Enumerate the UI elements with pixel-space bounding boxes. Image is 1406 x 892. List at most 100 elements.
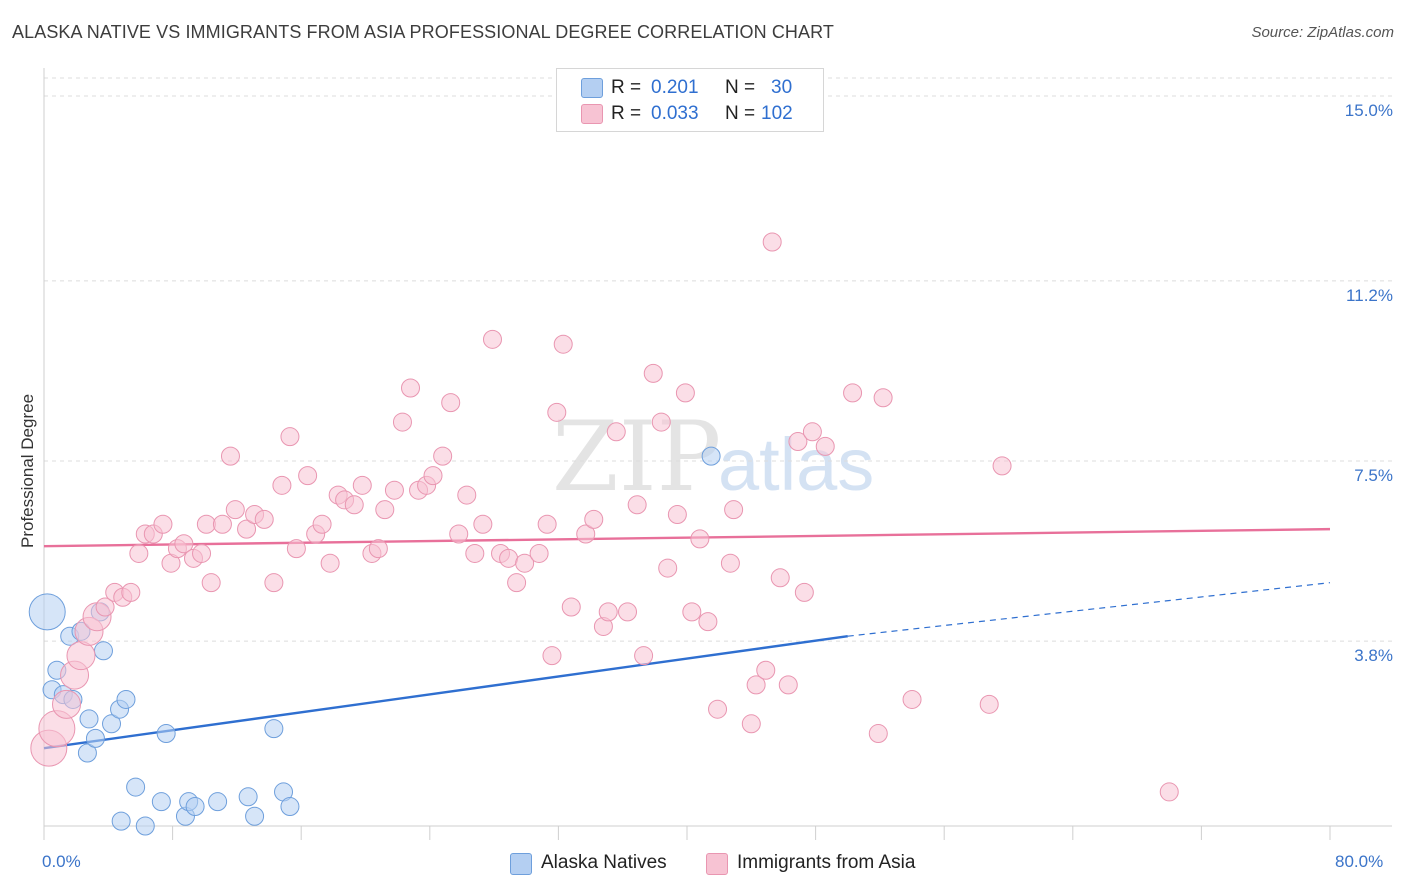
- immigrant-asia-point-2: [52, 689, 82, 719]
- legend-swatch-pink: [581, 104, 603, 124]
- alaska-native-point-19: [156, 724, 176, 744]
- immigrant-asia-point-48: [423, 466, 443, 486]
- immigrant-asia-point-90: [778, 675, 798, 695]
- immigrant-asia-point-50: [441, 393, 461, 413]
- immigrant-asia-point-78: [675, 383, 695, 403]
- data-points: [28, 232, 1179, 836]
- immigrant-asia-point-84: [724, 500, 744, 520]
- immigrant-asia-point-4: [66, 641, 96, 671]
- trend-lines: [43, 527, 1331, 750]
- legend-n-value: 30: [771, 77, 793, 98]
- immigrant-asia-point-42: [375, 500, 395, 520]
- immigrant-asia-point-63: [547, 402, 567, 422]
- immigrant-asia-point-86: [746, 675, 766, 695]
- immigrant-asia-point-64: [553, 334, 573, 354]
- immigrant-asia-point-51: [449, 524, 469, 544]
- alaska-native-point-22: [185, 797, 205, 817]
- legend-r-value: 0.201: [651, 77, 699, 98]
- axes: [43, 68, 1392, 840]
- source-credit: Source: ZipAtlas.com: [1251, 24, 1394, 41]
- immigrant-asia-point-21: [196, 514, 216, 534]
- alaska-native-point-0: [28, 593, 66, 631]
- y-tick-label-2: 11.2%: [1346, 285, 1393, 305]
- immigrant-asia-point-85: [741, 714, 761, 734]
- immigrant-asia-point-69: [598, 602, 618, 622]
- immigrant-asia-point-88: [762, 232, 782, 252]
- alaska-native-point-15: [111, 811, 131, 831]
- alaska-native-point-12: [102, 714, 122, 734]
- immigrant-asia-point-35: [320, 553, 340, 573]
- immigrant-asia-point-31: [286, 539, 306, 559]
- immigrant-asia-point-95: [843, 383, 863, 403]
- immigrant-asia-point-61: [537, 514, 557, 534]
- bottom-legend-label: Immigrants from Asia: [737, 852, 916, 873]
- legend-n-label: N =: [725, 103, 756, 124]
- alaska-native-point-14: [116, 689, 136, 709]
- immigrant-asia-point-82: [708, 699, 728, 719]
- alaska-native-point-18: [151, 792, 171, 812]
- immigrant-asia-point-65: [561, 597, 581, 617]
- immigrant-asia-point-66: [576, 524, 596, 544]
- immigrant-asia-point-81: [698, 612, 718, 632]
- immigrant-asia-point-39: [352, 475, 372, 495]
- immigrant-asia-point-72: [627, 495, 647, 515]
- immigrant-asia-point-10: [121, 582, 141, 602]
- chart-title: ALASKA NATIVE VS IMMIGRANTS FROM ASIA PR…: [12, 22, 834, 42]
- immigrant-asia-point-98: [902, 689, 922, 709]
- immigrant-asia-point-45: [401, 378, 421, 398]
- alaska-native-point-8: [79, 709, 99, 729]
- immigrant-asia-point-97: [873, 388, 893, 408]
- immigrant-asia-point-25: [237, 519, 257, 539]
- immigrant-asia-point-76: [658, 558, 678, 578]
- legend: R = 0.201 N = 30 R = 0.033 N = 102: [556, 68, 824, 132]
- y-tick-label-0: 3.8%: [1354, 646, 1393, 666]
- immigrant-asia-point-41: [368, 539, 388, 559]
- watermark-zip: ZIP: [552, 401, 721, 513]
- immigrant-asia-point-29: [272, 475, 292, 495]
- immigrant-asia-point-77: [667, 505, 687, 525]
- bottom-legend-swatch-blue: [510, 853, 532, 875]
- alaska-native-point-17: [135, 816, 155, 836]
- immigrant-asia-point-23: [225, 500, 245, 520]
- immigrant-asia-point-28: [264, 573, 284, 593]
- immigrant-asia-point-62: [542, 646, 562, 666]
- legend-n-label: N =: [725, 77, 756, 98]
- watermark: ZIP atlas: [552, 401, 874, 513]
- legend-n-value: 102: [761, 103, 793, 124]
- immigrant-asia-point-89: [770, 568, 790, 588]
- immigrant-asia-point-92: [794, 582, 814, 602]
- immigrant-asia-point-93: [802, 422, 822, 442]
- immigrant-asia-point-30: [280, 427, 300, 447]
- immigrant-asia-point-20: [201, 573, 221, 593]
- alaska-native-point-16: [126, 777, 146, 797]
- immigrant-asia-point-49: [433, 446, 453, 466]
- immigrant-asia-point-60: [529, 543, 549, 563]
- immigrant-asia-point-101: [1159, 782, 1179, 802]
- alaska-native-point-7: [77, 743, 97, 763]
- immigrant-asia-point-74: [643, 363, 663, 383]
- immigrant-asia-point-22: [212, 514, 232, 534]
- pink-trend-line: [43, 527, 1331, 548]
- immigrant-asia-point-19: [192, 543, 212, 563]
- immigrant-asia-point-91: [788, 432, 808, 452]
- alaska-native-point-24: [238, 787, 258, 807]
- x-tick-label-max: 80.0%: [1335, 852, 1384, 871]
- immigrant-asia-point-17: [174, 534, 194, 554]
- legend-r-value: 0.033: [651, 103, 699, 124]
- y-tick-label-3: 15.0%: [1344, 101, 1393, 120]
- legend-r-label: R =: [611, 77, 642, 98]
- alaska-native-point-28: [280, 797, 300, 817]
- bottom-legend-swatch-pink: [706, 853, 728, 875]
- immigrant-asia-point-94: [815, 436, 835, 456]
- immigrant-asia-point-52: [457, 485, 477, 505]
- alaska-native-point-29: [701, 446, 721, 466]
- immigrant-asia-point-55: [482, 329, 502, 349]
- alaska-native-point-26: [264, 719, 284, 739]
- immigrant-asia-point-67: [584, 509, 604, 529]
- immigrant-asia-point-73: [634, 646, 654, 666]
- immigrant-asia-point-38: [344, 495, 364, 515]
- legend-r-label: R =: [611, 103, 642, 124]
- alaska-native-point-11: [93, 641, 113, 661]
- immigrant-asia-point-44: [392, 412, 412, 432]
